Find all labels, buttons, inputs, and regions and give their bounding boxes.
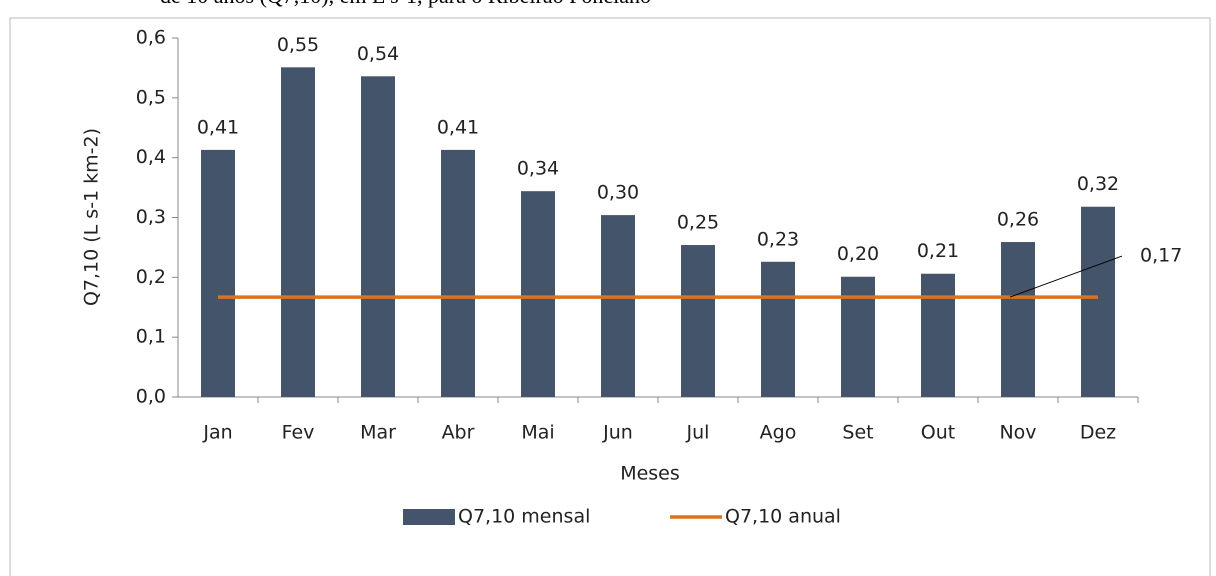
bar xyxy=(601,215,635,397)
x-tick-label: Mai xyxy=(521,422,554,444)
data-label: 0,32 xyxy=(1077,173,1119,195)
data-label: 0,21 xyxy=(917,240,959,262)
bar xyxy=(201,149,235,397)
y-tick-label: 0,4 xyxy=(136,146,166,168)
bar xyxy=(1081,206,1115,397)
data-label: 0,41 xyxy=(197,116,239,138)
bar xyxy=(921,273,955,397)
x-tick-label: Out xyxy=(921,422,955,444)
y-axis-title: Q7,10 (L s-1 km-2) xyxy=(81,128,103,306)
data-label: 0,23 xyxy=(757,228,799,250)
y-tick-label: 0,2 xyxy=(136,266,166,288)
x-tick-label: Jul xyxy=(686,422,710,444)
y-tick-label: 0,3 xyxy=(136,206,166,228)
bar xyxy=(681,245,715,397)
data-label: 0,26 xyxy=(997,209,1039,231)
x-tick-label: Dez xyxy=(1080,422,1116,444)
data-label: 0,30 xyxy=(597,182,639,204)
x-tick-label: Jun xyxy=(602,422,633,444)
data-label: 0,41 xyxy=(437,116,479,138)
x-tick-label: Abr xyxy=(442,422,475,444)
x-tick-label: Jan xyxy=(202,422,232,444)
bar xyxy=(841,276,875,397)
legend-label: Q7,10 mensal xyxy=(458,506,590,528)
data-label: 0,25 xyxy=(677,212,719,234)
leader-line xyxy=(1009,255,1123,298)
data-label: 0,55 xyxy=(277,34,319,56)
caption: de 10 anos (Q7,10), em L s-1, para o Rib… xyxy=(160,0,651,8)
data-label: 0,54 xyxy=(357,43,399,65)
y-tick-label: 0,5 xyxy=(136,86,166,108)
legend-swatch xyxy=(403,509,455,525)
data-label: 0,17 xyxy=(1140,245,1182,267)
y-tick-label: 0,6 xyxy=(136,27,166,49)
x-tick-label: Set xyxy=(842,422,873,444)
x-tick-label: Nov xyxy=(999,422,1036,444)
data-label: 0,20 xyxy=(837,243,879,265)
y-tick-label: 0,1 xyxy=(136,326,166,348)
data-label: 0,34 xyxy=(517,158,559,180)
bar xyxy=(761,261,795,397)
x-tick-label: Fev xyxy=(282,422,315,444)
bar xyxy=(441,149,475,397)
x-axis-title: Meses xyxy=(620,463,680,485)
legend-label: Q7,10 anual xyxy=(725,506,841,528)
bar xyxy=(1001,242,1035,397)
x-tick-label: Mar xyxy=(360,422,396,444)
x-tick-label: Ago xyxy=(760,422,797,444)
y-tick-label: 0,0 xyxy=(136,386,166,408)
bar xyxy=(281,67,315,398)
bar xyxy=(361,76,395,397)
bar xyxy=(521,191,555,397)
